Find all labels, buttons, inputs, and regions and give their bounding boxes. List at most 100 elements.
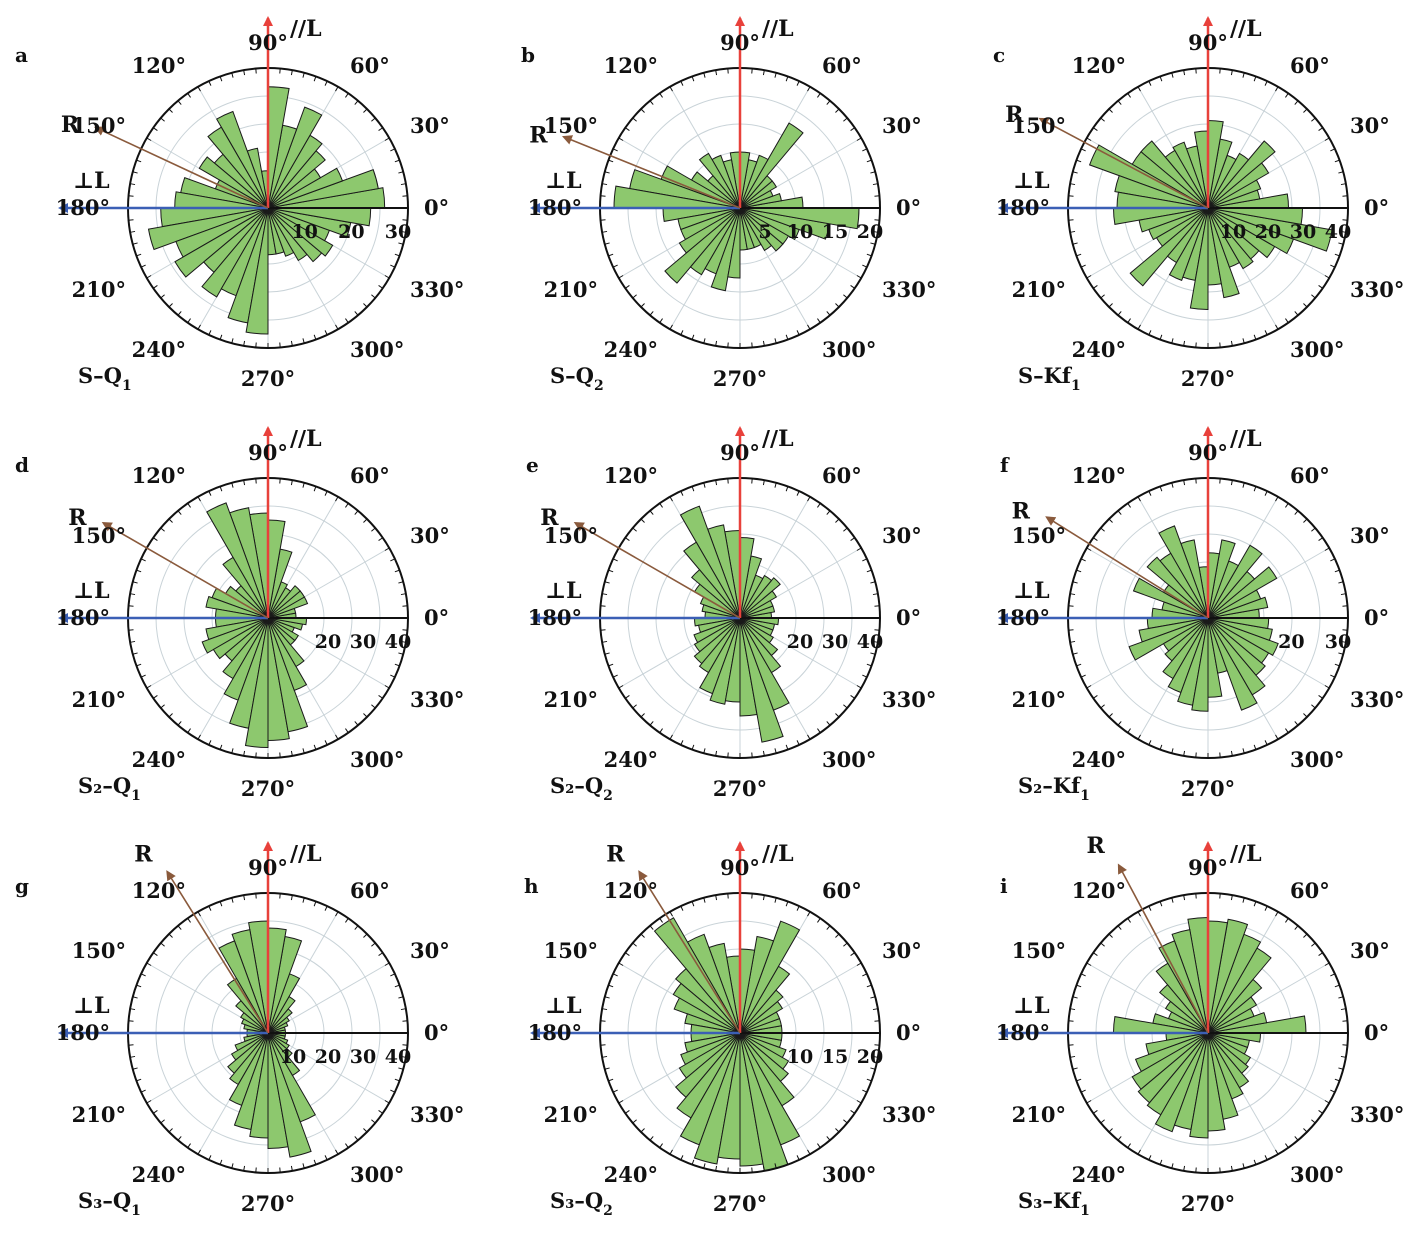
- outer-tick: [807, 324, 811, 330]
- rose-petal-145deg: [198, 156, 269, 209]
- outer-tick: [1318, 1110, 1323, 1114]
- outer-tick: [659, 503, 663, 508]
- outer-tick: [1183, 70, 1186, 76]
- radial-tick-label: 10: [280, 1046, 306, 1068]
- outer-tick: [1264, 330, 1268, 336]
- outer-tick: [363, 108, 368, 113]
- rose-petal-145deg: [1164, 1000, 1209, 1034]
- rose-panel-g: 10 20 30 40 ∕∕L ⊥L R 0° 30° 60° 90° 120° 150° 180° 210…: [15, 841, 464, 1219]
- outer-tick: [785, 334, 789, 340]
- outer-tick: [243, 1165, 246, 1171]
- outer-tick: [1093, 537, 1098, 541]
- outer-tick: [187, 728, 191, 733]
- outer-tick: [691, 901, 695, 907]
- angle-label-270: 270°: [241, 1191, 295, 1216]
- outer-tick: [140, 674, 146, 678]
- angle-label-330: 330°: [882, 277, 936, 302]
- outer-tick: [1324, 962, 1330, 966]
- outer-tick: [1072, 1067, 1078, 1070]
- angle-label-60: 60°: [822, 53, 862, 78]
- rose-petal-265deg: [245, 207, 269, 335]
- angle-label-180: 180°: [996, 605, 1050, 630]
- radial-tick-label: 20: [315, 1046, 341, 1068]
- outer-tick: [132, 652, 138, 655]
- perpendicular-label: ⊥L: [1013, 168, 1050, 194]
- rose-petal-165deg: [205, 595, 269, 619]
- outer-tick: [715, 480, 718, 486]
- outer-tick: [856, 1100, 862, 1104]
- radial-tick-label: 20: [1278, 631, 1304, 653]
- outer-tick: [1324, 685, 1330, 689]
- outer-tick: [1086, 1100, 1092, 1104]
- outer-tick: [691, 744, 695, 750]
- outer-tick: [608, 569, 614, 573]
- rose-petal-305deg: [739, 617, 782, 674]
- outer-tick: [856, 962, 862, 966]
- outer-tick: [817, 318, 821, 323]
- angle-label-180: 180°: [528, 195, 582, 220]
- outer-tick: [1100, 527, 1105, 532]
- resultant-direction-arrow: [93, 126, 269, 209]
- parallel-label: ∕∕L: [762, 841, 794, 867]
- radial-tick-label: 20: [787, 631, 813, 653]
- angle-label-90: 90°: [248, 855, 288, 880]
- angle-label-270: 270°: [241, 366, 295, 391]
- outer-tick: [612, 558, 618, 562]
- outer-tick: [612, 973, 618, 977]
- outer-tick: [177, 721, 182, 726]
- sample-label: S₂–Q1: [78, 773, 141, 804]
- outer-tick: [219, 901, 223, 907]
- radial-tick-label: 30: [385, 221, 411, 243]
- angle-label-180: 180°: [56, 1020, 110, 1045]
- outer-tick: [197, 734, 201, 740]
- outer-tick: [146, 685, 152, 689]
- outer-tick: [363, 713, 368, 718]
- rose-petal-315deg: [739, 617, 779, 657]
- angle-label-60: 60°: [350, 878, 390, 903]
- outer-tick: [324, 905, 328, 911]
- outer-tick: [1080, 1089, 1086, 1093]
- angle-label-30: 30°: [1350, 938, 1390, 963]
- radial-tick-label: 10: [787, 1046, 813, 1068]
- outer-tick: [866, 159, 872, 163]
- outer-tick: [774, 482, 777, 488]
- rose-petal-65deg: [267, 106, 323, 209]
- angle-label-60: 60°: [350, 53, 390, 78]
- angle-label-240: 240°: [604, 337, 658, 362]
- outer-tick: [335, 86, 339, 92]
- rose-petal-235deg: [689, 207, 741, 276]
- outer-tick: [1318, 127, 1323, 131]
- outer-tick: [197, 1149, 201, 1155]
- rose-petal-205deg: [1148, 207, 1209, 241]
- outer-tick: [870, 1067, 876, 1070]
- sample-label: S₂–Q2: [550, 773, 613, 804]
- angle-label-210: 210°: [72, 277, 126, 302]
- outer-tick: [703, 1163, 706, 1169]
- outer-tick: [1137, 324, 1141, 330]
- outer-tick: [1275, 324, 1279, 330]
- outer-tick: [140, 558, 146, 562]
- sample-subscript: 1: [1080, 788, 1090, 804]
- outer-tick: [1093, 695, 1098, 699]
- angle-label-150: 150°: [544, 113, 598, 138]
- outer-tick: [302, 897, 305, 903]
- outer-tick: [866, 1078, 872, 1082]
- outer-tick: [160, 527, 165, 532]
- outer-tick: [219, 76, 223, 82]
- outer-tick: [1334, 253, 1340, 257]
- outer-tick: [602, 1008, 608, 1011]
- outer-tick: [1137, 1149, 1141, 1155]
- outer-tick: [703, 897, 706, 903]
- outer-tick: [817, 93, 821, 98]
- outer-tick: [608, 253, 614, 257]
- outer-tick: [872, 183, 878, 186]
- outer-tick: [1159, 744, 1163, 750]
- outer-tick: [1127, 1143, 1131, 1148]
- rose-petal-305deg: [267, 1032, 301, 1077]
- outer-tick: [160, 942, 165, 947]
- outer-tick: [136, 984, 142, 988]
- outer-tick: [1171, 72, 1174, 78]
- outer-tick: [384, 962, 390, 966]
- outer-tick: [826, 510, 831, 515]
